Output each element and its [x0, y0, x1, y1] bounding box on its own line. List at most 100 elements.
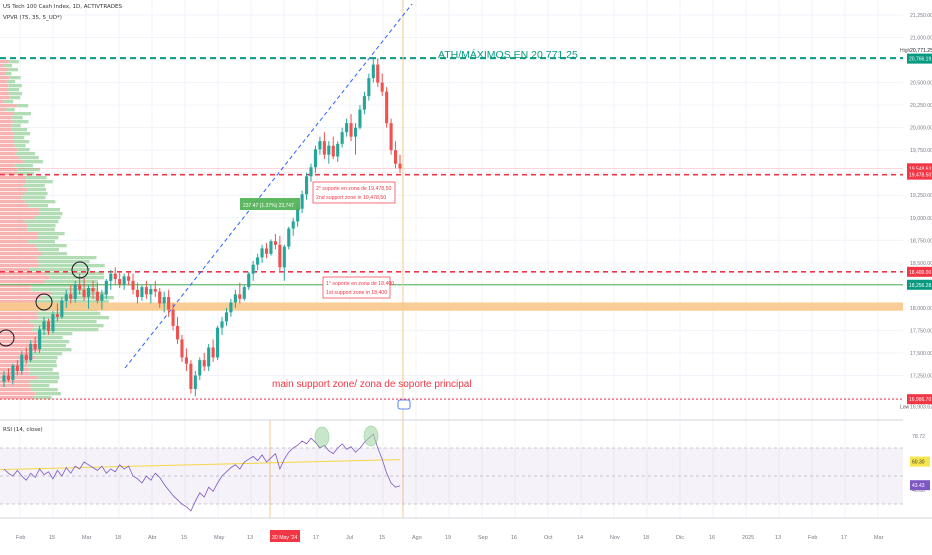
candle-body [305, 176, 309, 195]
candle-body [247, 273, 251, 288]
vp-bar-up [13, 140, 30, 144]
support1-en-label: 1st support zone in 18,400 [326, 290, 387, 296]
vp-bar-down [0, 316, 39, 320]
vp-bar-down [0, 260, 39, 264]
vp-bar-down [0, 312, 37, 316]
vp-bar-up [25, 180, 53, 184]
time-tick-label: Feb [808, 535, 817, 541]
candle-body [193, 375, 197, 389]
candle-body [376, 64, 380, 83]
candle-body [69, 294, 73, 299]
vp-bar-up [24, 200, 56, 204]
vp-bar-up [23, 184, 45, 188]
vp-bar-down [0, 300, 37, 304]
vp-bar-up [27, 240, 55, 244]
time-tick-label: Sep [478, 535, 488, 541]
candle-body [331, 145, 335, 157]
candle-body [202, 360, 206, 367]
support2-box [312, 181, 396, 204]
candle-body [300, 194, 304, 209]
vp-bar-down [0, 232, 39, 236]
price-badge-label: 18,400.00 [909, 270, 931, 276]
candle-body [24, 354, 28, 361]
candle-body [11, 365, 15, 380]
price-tick-label: 16,903.62 [910, 405, 932, 411]
candle-body [29, 343, 33, 361]
candle-body [140, 287, 144, 298]
rsi-badge [910, 480, 930, 491]
time-axis: Feb 15 Mar 18 Abr 15 May 13 30 May '24 17 Jul 15 Ago… [0, 517, 932, 542]
price-badge-label: 16,986.70 [909, 397, 931, 403]
price-badge [907, 53, 932, 64]
vp-bar-down [0, 180, 26, 184]
vp-bar-down [0, 152, 16, 156]
vp-bar-down [0, 276, 50, 280]
candle-body [327, 145, 331, 155]
vp-bar-up [8, 68, 18, 72]
vp-bar-up [35, 244, 67, 248]
low-label: Low [900, 405, 910, 411]
time-tick-label: Oct [544, 535, 553, 541]
price-axis: 21,250.00 21,000.00 20,500.00 20,250.00 20,0… [900, 13, 932, 494]
vp-bar-down [0, 376, 38, 380]
vp-bar-up [38, 260, 90, 264]
vp-bar-up [34, 324, 104, 328]
vp-bar-up [37, 336, 63, 340]
price-tick-label: 20,000.00 [910, 126, 932, 132]
vp-bar-up [31, 352, 63, 356]
vp-bar-down [0, 136, 14, 140]
vp-bar-down [0, 92, 9, 96]
vp-bar-up [32, 396, 52, 400]
price-badge [907, 163, 932, 174]
candle-body [216, 327, 220, 358]
vp-bar-up [26, 176, 47, 180]
vp-bar-up [27, 228, 55, 232]
vp-bar-down [0, 284, 32, 288]
vp-bar-up [37, 256, 97, 260]
vp-bar-down [0, 80, 8, 84]
vp-bar-down [0, 108, 7, 112]
vp-bar-down [0, 208, 39, 212]
candle-body [38, 329, 42, 350]
vp-bar-up [8, 92, 23, 96]
candle-body [224, 312, 229, 322]
candle-body [207, 347, 211, 367]
candle-body [336, 143, 340, 157]
candle-body [318, 141, 322, 150]
vp-bar-down [0, 104, 17, 108]
support1-es-label: 1° soporte en zona de 18.400 [326, 281, 394, 287]
candle-body [153, 288, 157, 292]
price-badge [907, 279, 932, 290]
vp-bar-up [29, 380, 58, 384]
price-tick-label: 20,500.00 [910, 81, 932, 87]
candle-body [113, 273, 117, 280]
vp-bar-up [16, 104, 29, 108]
price-badge-label: 18,256.28 [909, 283, 931, 289]
price-tick-label: 21,250.00 [910, 13, 932, 19]
vp-bar-up [34, 216, 61, 220]
vp-bar-up [30, 384, 50, 388]
candle-body [162, 297, 166, 304]
vp-bar-down [0, 264, 39, 268]
vp-bar-up [23, 160, 43, 164]
vp-bar-up [38, 232, 65, 236]
time-tick-label: 16 [511, 535, 517, 541]
time-tick-label: May [214, 535, 225, 541]
candle-body [6, 375, 11, 380]
time-tick-label: Abr [148, 535, 157, 541]
candle-body [78, 284, 82, 290]
vp-bar-up [7, 88, 19, 92]
vp-bar-up [36, 300, 109, 304]
vp-bar-up [29, 368, 53, 372]
vp-bar-down [0, 116, 11, 120]
candle-body [20, 354, 24, 371]
vp-bar-down [0, 164, 15, 168]
support-zones [0, 0, 903, 518]
candle-body [229, 302, 233, 313]
price-badge-label: 20,766.19 [909, 57, 931, 63]
time-tick-label: Mar [874, 535, 884, 541]
vp-bar-up [38, 212, 63, 216]
vp-bar-down [0, 76, 10, 80]
vp-bar-down [0, 288, 31, 292]
